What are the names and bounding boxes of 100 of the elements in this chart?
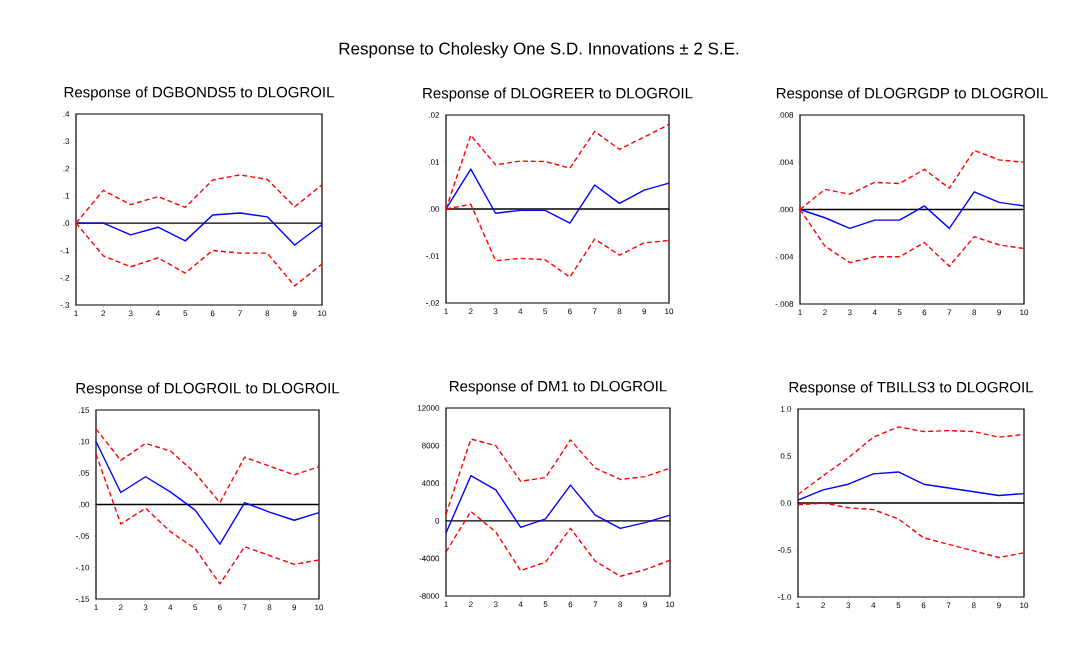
x-tick-label: 10 [1020,602,1029,609]
y-tick-label: 4000 [421,480,440,487]
y-tick-label: -.1 [60,247,70,254]
chart-title: Response of DGBONDS5 to DLOGROIL [64,86,334,101]
y-tick-label: .3 [63,138,70,145]
x-tick-label: 2 [101,310,106,317]
x-tick-label: 7 [238,310,242,317]
x-tick-label: 8 [265,310,270,317]
y-tick-label: .4 [63,111,70,117]
line-series [445,510,671,577]
x-tick-label: 7 [946,602,951,609]
x-tick-label: 2 [469,601,473,608]
x-tick-label: 10 [318,310,327,317]
y-tick-label: -.15 [76,596,90,602]
x-tick-label: 5 [543,308,547,315]
x-tick-label: 2 [118,604,123,611]
x-tick-label: 9 [292,604,297,611]
x-tick-label: 4 [872,309,877,316]
line-series [445,168,670,224]
y-tick-label: .000 [778,206,794,213]
text: Response to Cholesky One S.D. Innovations ± 2 S.E. [339,42,739,58]
x-tick-label: 3 [128,310,133,317]
y-tick-label: .01 [429,159,440,165]
y-tick-label: .02 [429,112,440,118]
x-tick-label: 4 [518,308,523,315]
x-tick-label: 5 [897,309,902,316]
y-tick-label: .004 [778,159,794,166]
x-tick-label: 1 [444,601,448,608]
x-tick-label: 10 [665,308,674,315]
y-tick-label: 0.0 [780,500,792,506]
x-tick-label: 5 [896,602,901,609]
x-tick-label: 6 [218,604,222,611]
x-tick-label: 8 [267,604,272,611]
x-tick-label: 3 [846,602,851,609]
y-tick-label: 0 [435,517,440,524]
chart-title: Response of DLOGREER to DLOGROIL [423,87,693,102]
x-tick-label: 6 [568,601,573,608]
x-tick-label: 7 [592,308,597,315]
x-tick-label: 1 [796,602,800,609]
x-tick-label: 3 [493,308,498,315]
x-tick-label: 3 [143,604,148,611]
y-tick-label: -.004 [775,253,794,260]
y-tick-label: .15 [79,407,90,413]
x-tick-label: 2 [823,309,827,316]
x-tick-label: 10 [1020,309,1029,316]
x-tick-label: 7 [947,309,952,316]
x-tick-label: 9 [997,602,1001,609]
y-tick-label: .2 [63,165,70,172]
y-tick-label: -1.0 [778,594,792,600]
x-tick-label: 5 [183,310,188,317]
y-tick-label: -.2 [60,274,70,281]
x-tick-label: 1 [798,309,802,316]
x-tick-label: 8 [971,602,976,609]
y-tick-label: .0 [63,220,70,226]
x-tick-label: 6 [921,602,926,609]
x-tick-label: 4 [155,310,160,317]
x-tick-label: 6 [568,308,572,315]
x-tick-label: 8 [618,601,623,608]
line-series [799,191,1025,230]
y-tick-label: .05 [79,470,90,476]
x-tick-label: 2 [468,308,473,315]
chart-title: Response of DM1 to DLOGROIL [450,380,667,395]
x-tick-label: 4 [871,602,876,609]
x-tick-label: 7 [242,604,247,611]
x-tick-label: 7 [593,601,598,608]
y-tick-label: 1.0 [780,406,792,412]
y-tick-label: 8000 [422,442,440,449]
y-tick-label: -.01 [426,253,440,259]
x-tick-label: 5 [543,601,548,608]
x-tick-label: 4 [518,601,523,608]
y-tick-label: -8000 [419,593,440,599]
y-tick-label: -.3 [60,302,70,308]
x-tick-label: 1 [74,310,78,317]
line-series [95,428,320,504]
x-tick-label: 4 [168,604,173,611]
y-tick-label: .10 [79,438,90,445]
x-tick-label: 9 [292,310,297,317]
line-series [75,212,323,246]
y-tick-label: -0.5 [778,547,792,553]
y-tick-label: .008 [778,112,794,118]
y-tick-label: -4000 [419,555,440,562]
x-tick-label: 6 [210,310,215,317]
x-tick-label: 1 [444,308,448,315]
y-tick-label: -.05 [76,533,90,539]
y-tick-label: 12000 [417,405,440,411]
line-series [797,426,1025,496]
chart-title: Response of DLOGRGDP to DLOGROIL [776,87,1048,102]
x-tick-label: 10 [315,604,324,611]
y-tick-label: .1 [63,193,70,199]
x-tick-label: 9 [643,601,647,608]
x-tick-label: 3 [493,601,498,608]
x-tick-label: 6 [922,309,927,316]
y-tick-label: -.10 [76,564,90,571]
line-series [95,440,320,545]
line-series [445,438,671,515]
x-tick-label: 2 [821,602,825,609]
x-tick-label: 5 [193,604,197,611]
x-tick-label: 10 [666,601,675,608]
x-tick-label: 3 [847,309,852,316]
y-tick-label: .00 [429,206,440,212]
